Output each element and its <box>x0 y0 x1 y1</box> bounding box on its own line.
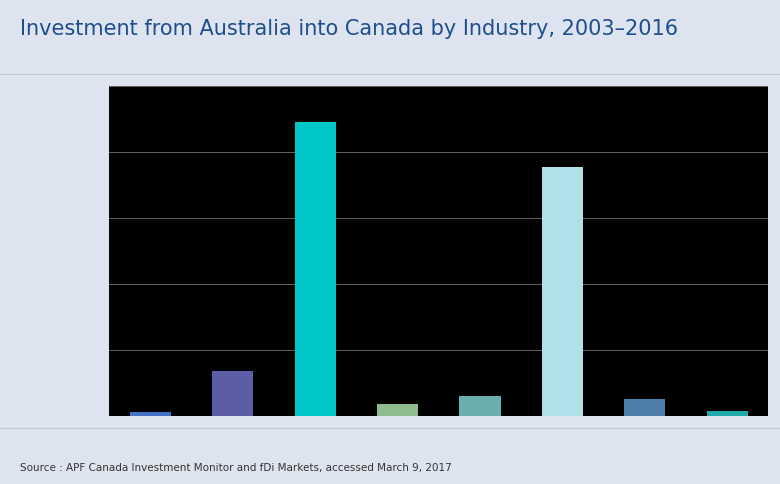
Bar <box>129 412 171 416</box>
Bar <box>377 404 418 416</box>
Text: Source : APF Canada Investment Monitor and fDi Markets, accessed March 9, 2017: Source : APF Canada Investment Monitor a… <box>20 462 452 472</box>
Bar <box>624 399 665 416</box>
Bar <box>707 411 748 416</box>
Bar <box>542 168 583 416</box>
Bar <box>212 371 254 416</box>
Bar <box>459 396 501 416</box>
Text: Investment from Australia into Canada by Industry, 2003–2016: Investment from Australia into Canada by… <box>20 19 678 39</box>
Bar <box>295 123 335 416</box>
